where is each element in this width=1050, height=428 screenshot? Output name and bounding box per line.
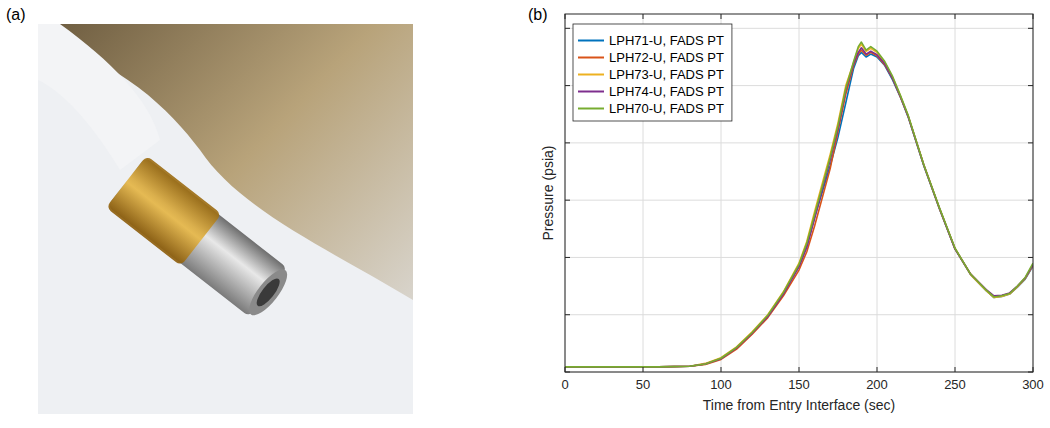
ticks: 0 50 100 150 200 250 300 (561, 14, 1043, 392)
tick-mark (565, 200, 570, 201)
legend-label: LPH72-U, FADS PT (609, 50, 724, 65)
tick-mark (565, 85, 570, 86)
tick-mark (643, 14, 644, 19)
grid-line (565, 257, 1033, 258)
plot-area (565, 14, 1033, 372)
tick-mark (1028, 257, 1033, 258)
tick-mark (565, 28, 570, 29)
legend-box (573, 24, 732, 121)
legend-label: LPH71-U, FADS PT (609, 33, 724, 48)
figure: (a) (b) 0 50 100 150 200 250 300 Time from Entry … (0, 0, 1050, 428)
axis-title: Pressure (psia) (540, 146, 556, 241)
grid-line (565, 142, 1033, 143)
legend-label: LPH70-U, FADS PT (609, 101, 724, 116)
tick-mark (565, 142, 570, 143)
tick-mark (1028, 85, 1033, 86)
sensor-port (243, 264, 293, 320)
series-group (565, 42, 1033, 367)
panel-label: (b) (528, 6, 548, 23)
grid-line (799, 14, 800, 372)
tick-mark (1028, 372, 1033, 373)
grid-line (955, 14, 956, 372)
tick-label: 0 (561, 377, 568, 392)
grid (565, 14, 1033, 372)
series-line (565, 48, 1033, 367)
series-line (565, 50, 1033, 367)
photo-background (38, 24, 413, 414)
legend-swatch (578, 91, 604, 93)
tick-mark (565, 367, 566, 372)
tick-mark (1033, 367, 1034, 372)
tick-mark (877, 367, 878, 372)
axis-title: Time from Entry Interface (sec) (703, 397, 895, 413)
tick-label: 100 (710, 377, 732, 392)
series-line (565, 44, 1033, 366)
tick-mark (565, 314, 570, 315)
tick-label: 250 (944, 377, 966, 392)
panel-label: (a) (6, 6, 26, 23)
tick-mark (1028, 142, 1033, 143)
tick-mark (1028, 200, 1033, 201)
legend: LPH71-U, FADS PT LPH72-U, FADS PT LPH73-U,… (573, 24, 732, 121)
tick-mark (1033, 14, 1034, 19)
tick-label: 150 (788, 377, 810, 392)
grid-line (877, 14, 878, 372)
legend-swatch (578, 57, 604, 59)
tick-mark (721, 367, 722, 372)
series-line (565, 42, 1033, 367)
grid-line (565, 200, 1033, 201)
sensor-port (253, 275, 283, 309)
plot-frame (565, 14, 1033, 372)
tick-mark (799, 14, 800, 19)
tick-mark (565, 14, 566, 19)
tick-mark (955, 367, 956, 372)
legend-swatch (578, 74, 604, 76)
tick-label: 300 (1022, 377, 1044, 392)
glove (38, 24, 160, 170)
tick-mark (955, 14, 956, 19)
tick-label: 200 (866, 377, 888, 392)
legend-label: LPH73-U, FADS PT (609, 67, 724, 82)
tick-mark (643, 367, 644, 372)
tick-mark (721, 14, 722, 19)
tick-mark (799, 367, 800, 372)
grid-line (565, 314, 1033, 315)
legend-label: LPH74-U, FADS PT (609, 84, 724, 99)
sensor (106, 156, 296, 325)
photo (38, 24, 413, 414)
sensor-tape (106, 156, 221, 266)
tick-mark (877, 14, 878, 19)
tick-mark (1028, 28, 1033, 29)
legend-swatch (578, 108, 604, 110)
legend-swatch (578, 40, 604, 42)
tick-mark (1028, 314, 1033, 315)
tick-mark (565, 257, 570, 258)
tick-mark (565, 372, 570, 373)
tick-label: 50 (636, 377, 650, 392)
